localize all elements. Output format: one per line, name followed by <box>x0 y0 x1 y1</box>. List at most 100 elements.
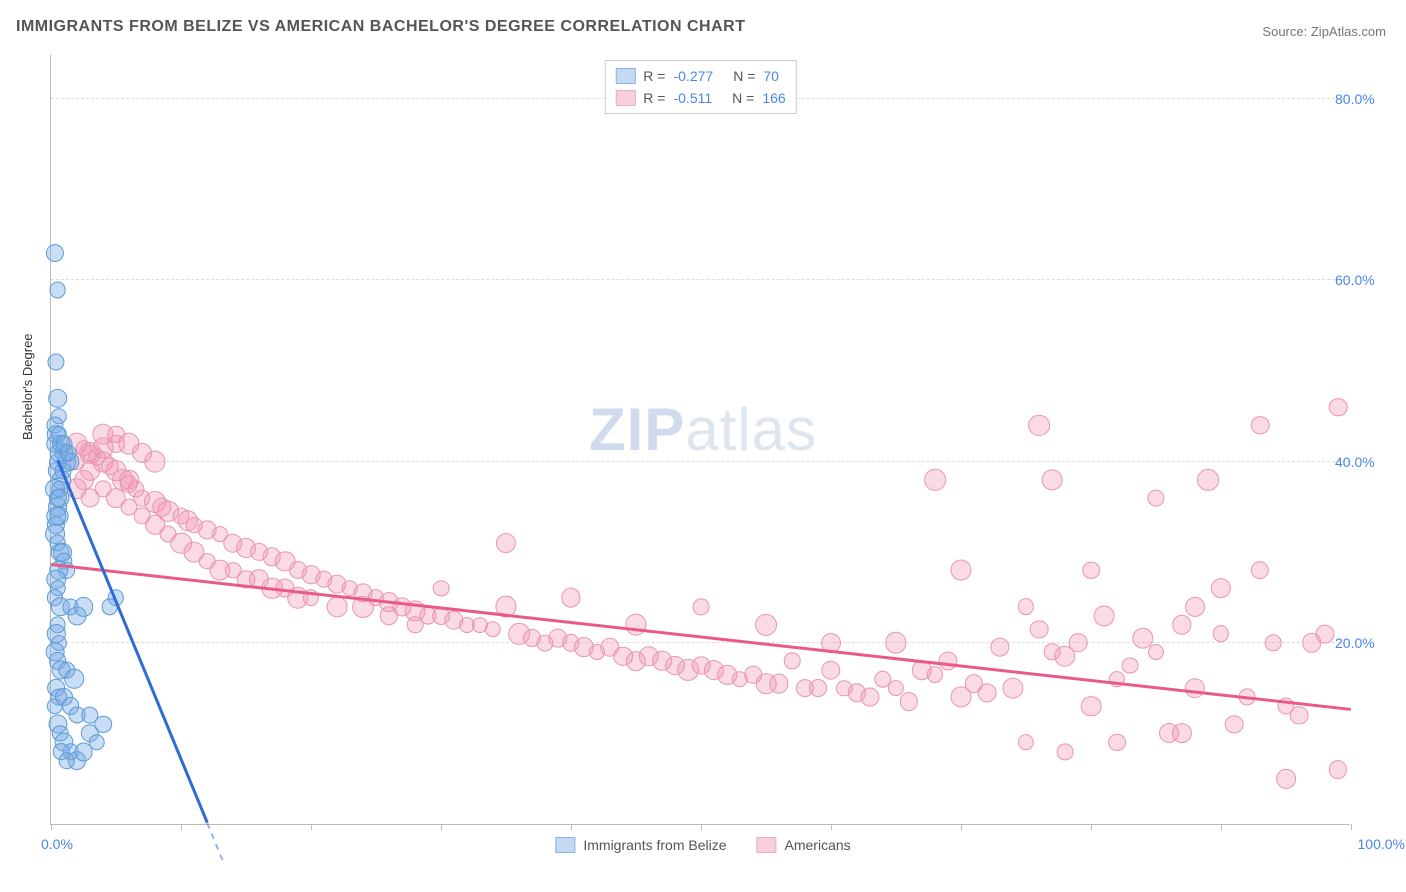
data-point <box>990 638 1009 657</box>
data-point <box>1057 743 1074 760</box>
x-axis-max-label: 100.0% <box>1358 836 1405 852</box>
chart-container: IMMIGRANTS FROM BELIZE VS AMERICAN BACHE… <box>0 0 1406 892</box>
data-point <box>769 674 788 693</box>
x-tick <box>831 824 832 830</box>
legend-item-pink: Americans <box>757 837 851 853</box>
data-point <box>496 533 516 553</box>
y-tick-label: 40.0% <box>1335 454 1395 470</box>
data-point <box>625 614 646 635</box>
r-label-pink: R = <box>643 87 665 109</box>
legend-item-blue: Immigrants from Belize <box>555 837 726 853</box>
legend-swatch-pink-bottom <box>757 837 777 853</box>
data-point <box>1002 677 1023 698</box>
data-point <box>407 616 424 633</box>
x-tick <box>1351 824 1352 830</box>
data-point <box>821 660 840 679</box>
data-point <box>1028 415 1050 437</box>
data-point <box>144 451 165 472</box>
x-tick <box>1221 824 1222 830</box>
data-point <box>1147 489 1164 506</box>
data-point <box>380 606 398 624</box>
data-point <box>927 666 943 682</box>
data-point <box>74 597 94 617</box>
data-point <box>885 632 906 653</box>
data-point <box>1185 678 1205 698</box>
y-tick-label: 80.0% <box>1335 91 1395 107</box>
n-label-pink: N = <box>732 87 754 109</box>
y-tick-label: 60.0% <box>1335 272 1395 288</box>
series-name-blue: Immigrants from Belize <box>583 837 726 853</box>
data-point <box>938 651 957 670</box>
data-point <box>1172 723 1192 743</box>
legend-row-blue: R = -0.277 N = 70 <box>615 65 785 87</box>
chart-title: IMMIGRANTS FROM BELIZE VS AMERICAN BACHE… <box>16 18 745 36</box>
legend-swatch-pink <box>615 90 635 106</box>
data-point <box>1315 624 1334 643</box>
x-tick <box>961 824 962 830</box>
data-point <box>1225 715 1244 734</box>
data-point <box>94 716 112 734</box>
y-tick-label: 20.0% <box>1335 635 1395 651</box>
data-point <box>1213 626 1229 642</box>
data-point <box>1094 605 1115 626</box>
gridline <box>51 642 1350 643</box>
data-point <box>809 679 827 697</box>
data-point <box>1251 561 1269 579</box>
x-tick <box>701 824 702 830</box>
data-point <box>1265 635 1282 652</box>
y-axis-label: Bachelor's Degree <box>20 333 35 440</box>
legend-swatch-blue-bottom <box>555 837 575 853</box>
data-point <box>46 244 64 262</box>
data-point <box>1018 734 1034 750</box>
trend-line <box>51 563 1351 710</box>
n-value-blue: 70 <box>763 65 779 87</box>
source-link[interactable]: ZipAtlas.com <box>1311 24 1386 39</box>
data-point <box>950 560 971 581</box>
data-point <box>1018 598 1034 614</box>
data-point <box>74 742 93 761</box>
series-name-pink: Americans <box>785 837 851 853</box>
legend-swatch-blue <box>615 68 635 84</box>
data-point <box>561 588 580 607</box>
data-point <box>1197 469 1219 491</box>
x-tick <box>1091 824 1092 830</box>
x-tick <box>311 824 312 830</box>
data-point <box>888 680 904 696</box>
data-point <box>433 580 450 597</box>
trend-line-dashed <box>206 822 224 860</box>
data-point <box>1069 634 1088 653</box>
x-tick <box>51 824 52 830</box>
data-point <box>1329 398 1348 417</box>
data-point <box>49 281 66 298</box>
plot-area: R = -0.277 N = 70 R = -0.511 N = 166 0.0… <box>50 55 1350 825</box>
gridline <box>51 279 1350 280</box>
data-point <box>1172 615 1191 634</box>
data-point <box>1108 734 1126 752</box>
x-axis-min-label: 0.0% <box>41 836 73 852</box>
data-point <box>1329 761 1347 779</box>
data-point <box>1082 562 1100 580</box>
r-label-blue: R = <box>643 65 665 87</box>
data-point <box>1081 696 1102 717</box>
x-tick <box>441 824 442 830</box>
n-value-pink: 166 <box>762 87 785 109</box>
data-point <box>119 470 139 490</box>
data-point <box>48 388 68 408</box>
data-point <box>924 469 946 491</box>
data-point <box>1211 578 1231 598</box>
data-point <box>1276 769 1296 789</box>
r-value-blue: -0.277 <box>673 65 713 87</box>
data-point <box>978 683 997 702</box>
data-point <box>1185 597 1205 617</box>
source-attribution: Source: ZipAtlas.com <box>1262 24 1386 39</box>
data-point <box>1251 416 1270 435</box>
data-point <box>1030 620 1049 639</box>
source-label: Source: <box>1262 24 1307 39</box>
data-point <box>1042 469 1063 490</box>
legend-series: Immigrants from Belize Americans <box>555 837 850 853</box>
data-point <box>59 444 76 461</box>
r-value-pink: -0.511 <box>673 87 712 109</box>
data-point <box>485 621 501 637</box>
data-point <box>1148 644 1164 660</box>
data-point <box>1122 657 1139 674</box>
